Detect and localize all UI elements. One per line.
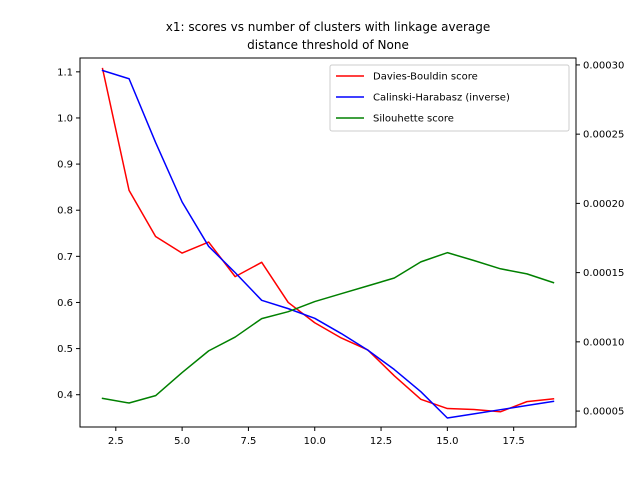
y-right-tick-label: 0.00020 [583,199,624,210]
y-left-tick-label: 0.8 [57,206,73,217]
y-right-tick-label: 0.00010 [583,337,624,348]
y-left-tick-label: 0.6 [57,298,73,309]
series-line-2 [101,69,555,419]
y-right-tick-label: 0.00015 [583,268,624,279]
x-tick-label: 5.0 [174,436,190,447]
legend-label: Silouhette score [373,114,454,125]
y-left-tick-label: 1.0 [57,113,73,124]
x-tick-label: 10.0 [304,436,326,447]
y-left-tick-label: 0.5 [57,344,73,355]
legend: Davies-Bouldin score Calinski-Harabasz (i… [329,64,570,132]
plot-lines [101,67,555,419]
y-left-tick-label: 1.1 [57,67,73,78]
x-tick-label: 17.5 [503,436,525,447]
chart-title-line1: x1: scores vs number of clusters with li… [166,20,491,34]
y-right-tick-label: 0.00005 [583,407,624,418]
series-line-1 [101,67,555,413]
chart-title-line2: distance threshold of None [247,38,409,52]
y-axis-right: 0.00005 0.00010 0.00015 0.00020 0.00025 0.000… [576,60,624,418]
legend-box [329,64,570,132]
y-right-tick-label: 0.00030 [583,60,624,71]
y-left-tick-label: 0.7 [57,252,73,263]
y-axis-left: 0.4 0.5 0.6 0.7 0.8 0.9 1.0 1.1 [57,67,80,401]
x-tick-label: 15.0 [436,436,458,447]
series-line-3 [101,251,555,404]
y-right-tick-label: 0.00025 [583,130,624,141]
x-tick-label: 7.5 [240,436,256,447]
legend-label: Calinski-Harabasz (inverse) [373,93,510,104]
y-left-tick-label: 0.4 [57,390,73,401]
x-tick-label: 2.5 [108,436,124,447]
legend-label: Davies-Bouldin score [373,72,478,83]
y-left-tick-label: 0.9 [57,160,73,171]
x-tick-label: 12.5 [370,436,392,447]
plot-frame [79,57,577,428]
x-axis: 2.5 5.0 7.5 10.0 12.5 15.0 17.5 [108,427,525,447]
